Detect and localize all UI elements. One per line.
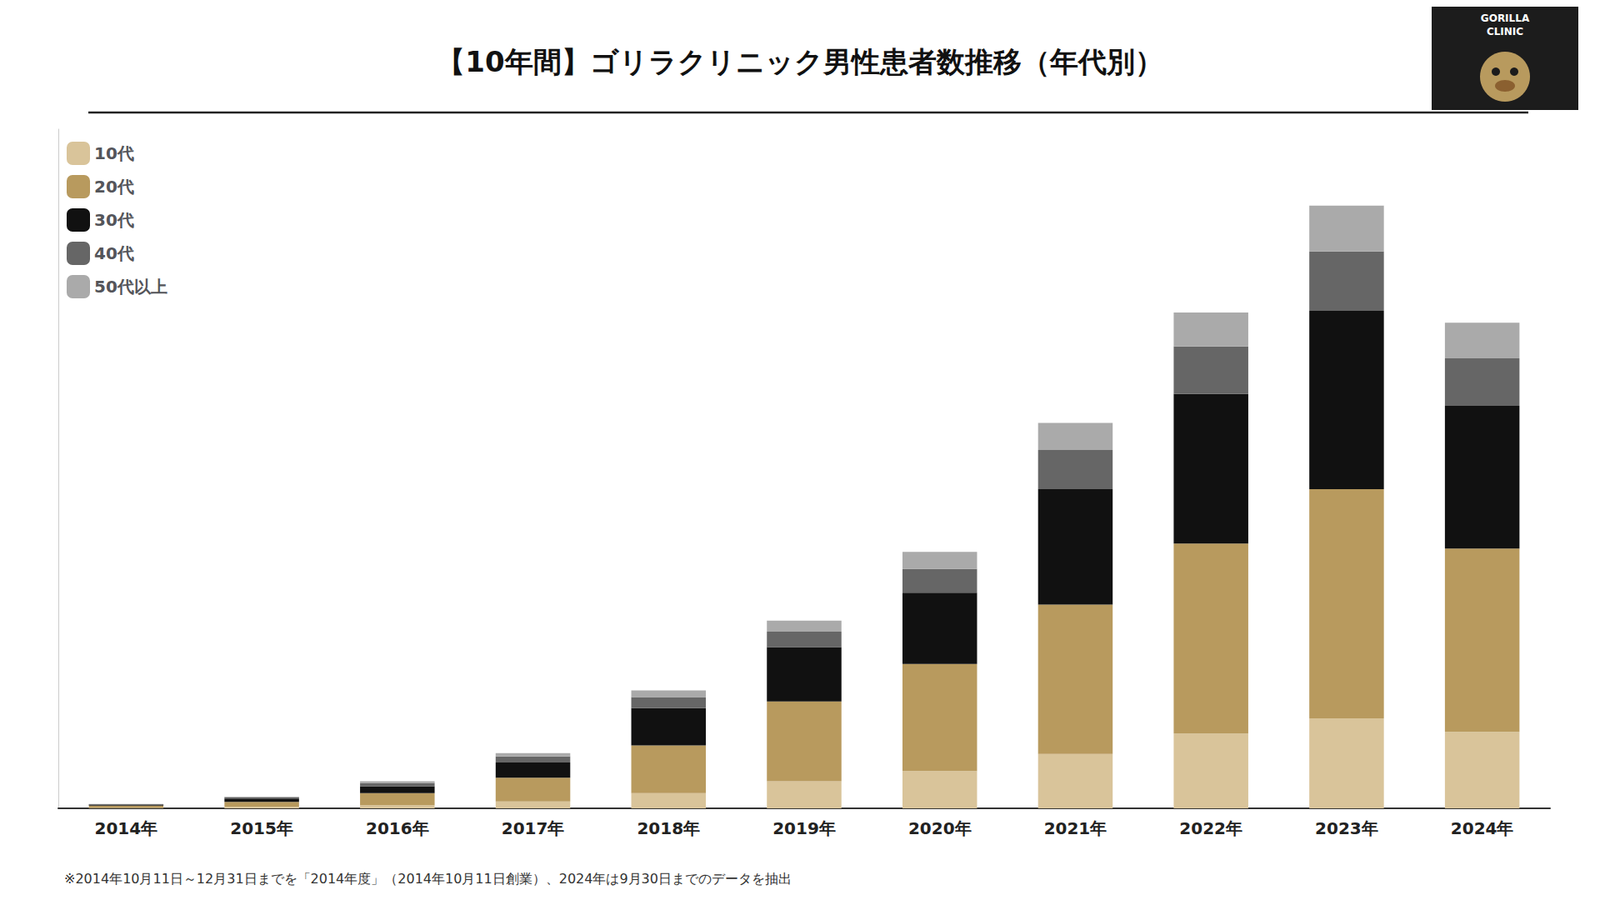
svg-text:GORILLA: GORILLA: [1480, 12, 1530, 25]
svg-text:2015年: 2015年: [230, 818, 294, 839]
svg-text:2018年: 2018年: [636, 818, 700, 839]
svg-text:2023年: 2023年: [1315, 818, 1379, 839]
svg-text:2022年: 2022年: [1179, 818, 1243, 839]
svg-text:2017年: 2017年: [501, 818, 565, 839]
svg-text:※2014年10月11日～12月31日までを「2014年度」: ※2014年10月11日～12月31日までを「2014年度」（2014年10月1…: [64, 870, 792, 887]
svg-text:CLINIC: CLINIC: [1486, 25, 1524, 38]
svg-text:2014年: 2014年: [95, 818, 159, 839]
svg-text:2019年: 2019年: [772, 818, 836, 839]
svg-text:20代: 20代: [94, 176, 135, 197]
svg-text:【10年間】ゴリラクリニック男性患者数推移（年代別）: 【10年間】ゴリラクリニック男性患者数推移（年代別）: [436, 45, 1163, 79]
svg-text:40代: 40代: [94, 243, 135, 264]
svg-text:2020年: 2020年: [908, 818, 972, 839]
svg-text:2021年: 2021年: [1044, 818, 1108, 839]
svg-text:10代: 10代: [94, 143, 135, 164]
svg-text:50代以上: 50代以上: [94, 276, 168, 297]
svg-text:2024年: 2024年: [1450, 818, 1515, 839]
svg-text:30代: 30代: [94, 210, 135, 230]
svg-text:2016年: 2016年: [365, 818, 430, 839]
